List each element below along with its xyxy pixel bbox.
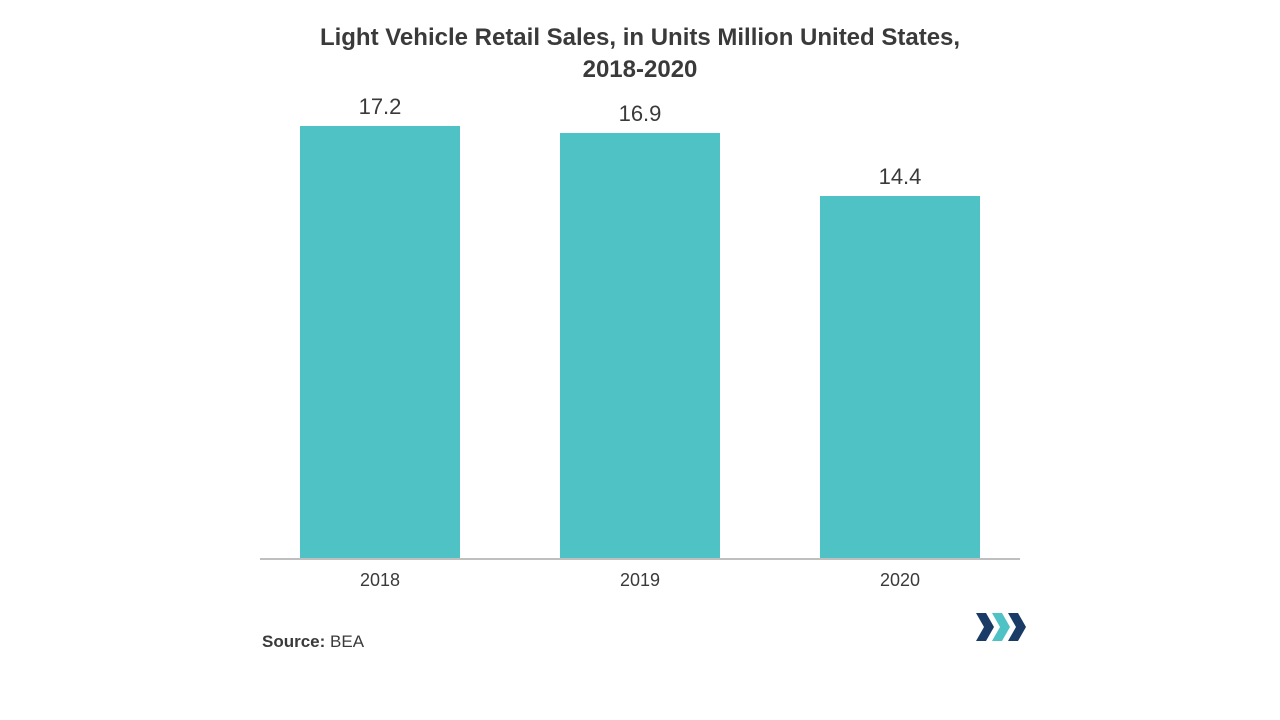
bar-value-label: 16.9 bbox=[619, 101, 662, 127]
x-axis-label: 2020 bbox=[820, 558, 980, 591]
bar-value-label: 17.2 bbox=[359, 94, 402, 120]
chart-title-line1: Light Vehicle Retail Sales, in Units Mil… bbox=[0, 22, 1280, 54]
chart-container: Light Vehicle Retail Sales, in Units Mil… bbox=[0, 0, 1280, 720]
x-axis-label: 2018 bbox=[300, 558, 460, 591]
bar bbox=[300, 126, 460, 558]
source-citation: Source: BEA bbox=[262, 632, 364, 652]
source-value: BEA bbox=[330, 632, 364, 651]
bar-group: 17.22018 bbox=[300, 94, 460, 558]
chart-title: Light Vehicle Retail Sales, in Units Mil… bbox=[0, 0, 1280, 87]
bar bbox=[560, 133, 720, 558]
bar bbox=[820, 196, 980, 558]
x-axis-label: 2019 bbox=[560, 558, 720, 591]
bar-group: 14.42020 bbox=[820, 164, 980, 558]
bar-value-label: 14.4 bbox=[879, 164, 922, 190]
bar-group: 16.92019 bbox=[560, 101, 720, 558]
chart-title-line2: 2018-2020 bbox=[0, 54, 1280, 86]
brand-logo bbox=[974, 611, 1030, 648]
plot-area: 17.2201816.9201914.42020 bbox=[260, 120, 1020, 560]
source-label: Source: bbox=[262, 632, 325, 651]
